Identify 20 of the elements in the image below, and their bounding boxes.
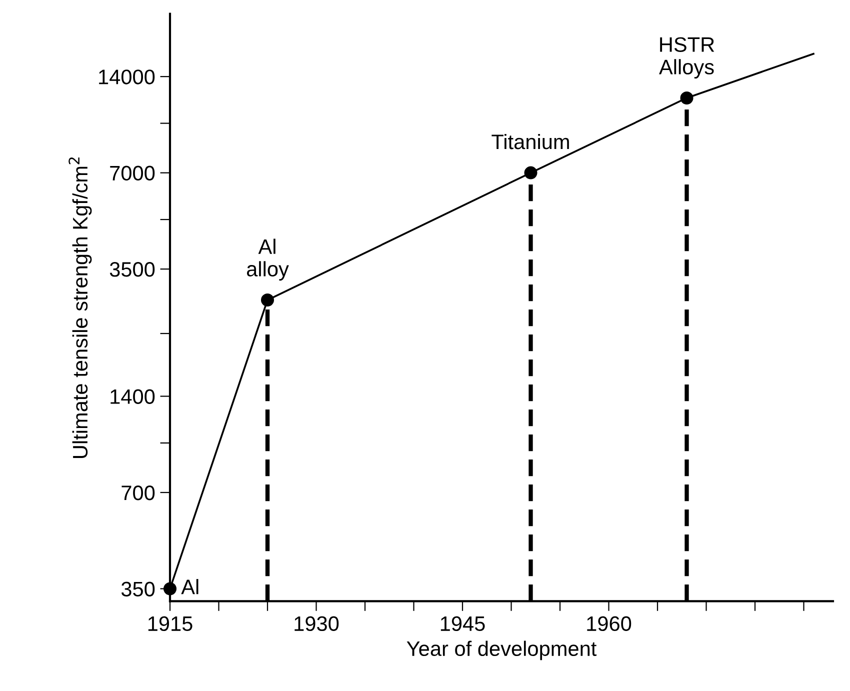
y-tick-label: 350	[121, 582, 155, 596]
y-tick-label: 3500	[110, 262, 155, 277]
y-tick-label: 14000	[99, 70, 155, 84]
x-tick-label: 1915	[148, 616, 192, 632]
annotation: Al alloy	[246, 238, 289, 281]
point	[680, 91, 694, 104]
x-tick-label: 1960	[587, 616, 632, 632]
point	[524, 166, 538, 180]
annotation: Titanium	[492, 134, 569, 150]
x-tick-label: 1945	[440, 616, 485, 632]
y-axis-title: Ultimate tensile strength Kgf/cm$^{2}$	[68, 157, 92, 458]
point	[163, 582, 177, 596]
annotation: Al	[181, 579, 198, 594]
point	[260, 294, 274, 307]
x-tick-label: 1930	[294, 616, 339, 632]
y-tick-label: 7000	[110, 166, 155, 181]
y-tick-label: 1400	[110, 389, 155, 404]
y-tick-label: 700	[122, 485, 155, 500]
x-axis-title: Year of development	[406, 640, 597, 660]
annotation: HSTR Alloys	[659, 37, 714, 79]
